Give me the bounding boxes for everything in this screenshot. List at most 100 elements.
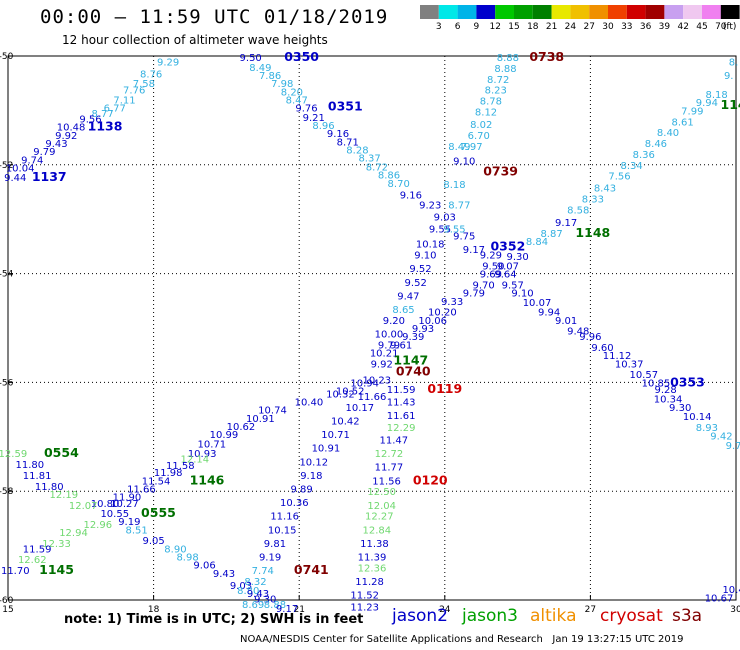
colorbar-bin	[645, 5, 665, 19]
wave-height-value: 11.61	[387, 411, 416, 422]
pass-time-label: 1145	[39, 562, 74, 577]
wave-height-value: 9.21	[303, 113, 325, 124]
y-tick-label: -58	[0, 487, 14, 497]
wave-height-value: 12.27	[365, 512, 394, 523]
wave-height-value: 9.52	[409, 264, 431, 275]
wave-height-value: 8.87	[540, 229, 562, 240]
wave-height-value: 10.85	[642, 378, 671, 389]
map-subtitle: 12 hour collection of altimeter wave hei…	[62, 33, 328, 47]
wave-height-value: 11.58	[166, 461, 195, 472]
wave-height-value: 8.61	[671, 117, 693, 128]
wave-height-value: 10.32	[326, 389, 355, 400]
wave-height-value: 9.28	[654, 385, 676, 396]
wave-height-value: 9.29	[480, 251, 502, 262]
colorbar-bin	[514, 5, 533, 19]
x-tick-label: 18	[148, 605, 160, 615]
map-frame	[7, 55, 737, 601]
wave-height-value: 10.48	[57, 123, 86, 134]
wave-height-value: 8.90	[164, 544, 186, 555]
colorbar-label: 39	[659, 22, 671, 32]
wave-height-value: 10.80	[91, 499, 120, 510]
wave-height-value: 7.76	[123, 86, 145, 97]
wave-height-value: 10.07	[523, 298, 552, 309]
wave-height-value: 8.46	[645, 139, 667, 150]
wave-height-value: 10.94	[350, 378, 379, 389]
wave-height-value: 10.57	[629, 370, 658, 381]
wave-height-value: 11.59	[23, 544, 52, 555]
colorbar-bin	[495, 5, 514, 19]
wave-height-value: 10.71	[321, 430, 350, 441]
wave-height-value: 9.	[724, 71, 734, 82]
wave-height-value: 10.34	[654, 395, 683, 406]
color-legend: 3 6 9 12 15 18 21 24 27 30 33 36 39 42 45 70(ft)	[420, 5, 740, 32]
wave-height-value: 9.92	[371, 359, 393, 370]
wave-height-value: 8.71	[337, 137, 359, 148]
wave-height-value: 12.96	[83, 520, 112, 531]
pass-time-label: 1148	[575, 225, 610, 240]
wave-height-value: 9.56	[79, 115, 101, 126]
colorbar-label: 18	[527, 22, 539, 32]
wave-height-value: 12.84	[363, 525, 392, 536]
pass-time-label: 1138	[88, 119, 123, 134]
wave-height-value: 8.84	[526, 237, 548, 248]
colorbar-label: 12	[489, 22, 500, 32]
wave-height-value: 9.61	[390, 340, 412, 351]
colorbar-bin	[683, 5, 702, 19]
pass-time-label: 1146	[190, 472, 225, 487]
wave-height-value: 7.99	[681, 106, 703, 117]
y-tick-label: -50	[0, 52, 14, 62]
wave-height-value: 9.69	[480, 270, 502, 281]
wave-height-value: 9.94	[538, 308, 560, 319]
wave-height-value: 10.71	[198, 439, 227, 450]
colorbar-label: 21	[546, 22, 557, 32]
wave-height-value: 8.36	[633, 150, 655, 161]
wave-height-value: 9.76	[295, 104, 317, 115]
wave-height-value: 9.43	[213, 569, 235, 580]
wave-height-value: 8.40	[657, 128, 679, 139]
pass-time-label: 0554	[44, 445, 79, 460]
colorbar-bin	[551, 5, 571, 19]
colorbar-label: 6	[455, 22, 461, 32]
colorbar-label: 36	[640, 22, 652, 32]
wave-height-value: 11.47	[380, 436, 409, 447]
colorbar-label: 70	[715, 22, 727, 32]
wave-height-value: 8.65	[392, 305, 414, 316]
wave-height-value: 8.88	[497, 53, 519, 64]
wave-height-value: 6.77	[104, 104, 126, 115]
legend-jason2: jason2	[392, 606, 448, 626]
wave-height-value: 8.12	[475, 107, 497, 118]
legend-jason3: jason3	[462, 606, 518, 626]
wave-height-value: 11.80	[16, 460, 45, 471]
wave-height-value: 11.80	[35, 482, 64, 493]
colorbar-label: 33	[621, 22, 632, 32]
wave-height-value: 9.50	[240, 53, 262, 64]
pass-time-label: 0740	[396, 364, 431, 379]
wave-height-value: 9.96	[579, 332, 601, 343]
wave-height-value: 8.88	[264, 600, 286, 611]
wave-height-value: 9.23	[419, 201, 441, 212]
wave-height-value: 9.75	[453, 232, 475, 243]
wave-height-value: 7.86	[259, 71, 281, 82]
colorbar-label: 30	[602, 22, 614, 32]
wave-height-value: 9.30	[254, 594, 276, 605]
wave-height-value: 10.23	[363, 376, 392, 387]
wave-height-value: 11.66	[127, 484, 156, 495]
wave-height-value: 8.72	[487, 75, 509, 86]
wave-height-value: 8.18	[443, 180, 465, 191]
wave-height-value: 10.67	[705, 593, 734, 604]
colorbar-bin	[589, 5, 608, 19]
pass-time-label: 0350	[284, 49, 319, 64]
note-text: note: 1) Time is in UTC; 2) SWH is in fe…	[64, 612, 364, 627]
wave-height-value: 9.29	[157, 57, 179, 68]
pass-time-label: 114	[721, 97, 740, 112]
wave-height-value: 11.28	[355, 577, 384, 588]
wave-height-value: 9.93	[412, 324, 434, 335]
wave-height-value: 12.14	[181, 455, 210, 466]
pass-time-label: 0739	[483, 163, 518, 178]
wave-height-value: 9.55	[429, 224, 451, 235]
wave-height-value: 9.30	[506, 252, 528, 263]
wave-height-value: 10.37	[615, 359, 644, 370]
wave-height-value: 8.77	[92, 109, 114, 120]
colorbar-bin	[476, 5, 496, 19]
wave-height-value: 8.02	[470, 120, 492, 131]
